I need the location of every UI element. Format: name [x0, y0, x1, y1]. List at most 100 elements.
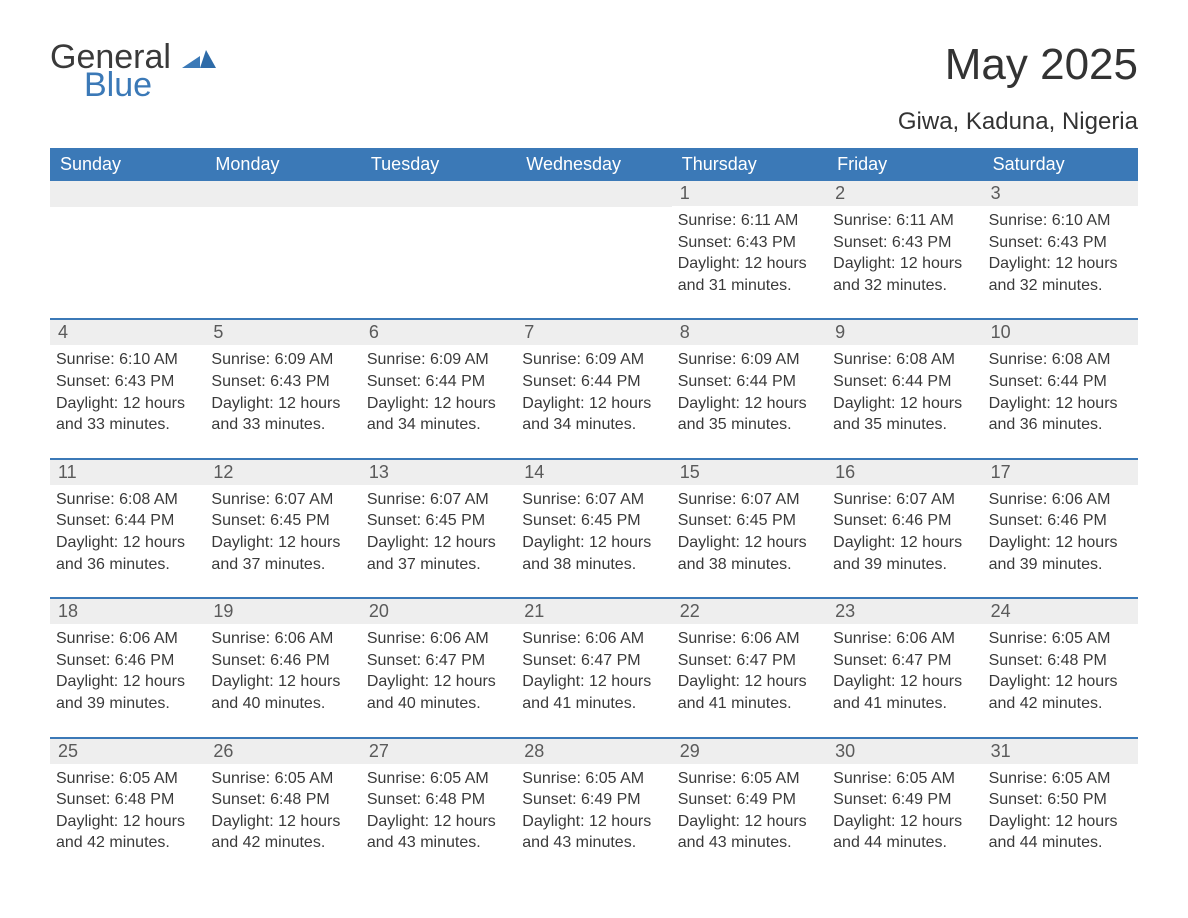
calendar-day-cell: 29Sunrise: 6:05 AMSunset: 6:49 PMDayligh…	[672, 739, 827, 858]
calendar-day-cell: 8Sunrise: 6:09 AMSunset: 6:44 PMDaylight…	[672, 320, 827, 439]
day-number: 7	[516, 320, 671, 345]
daylight-line2: and 38 minutes.	[678, 554, 821, 576]
day-number	[361, 181, 516, 207]
sunrise-line: Sunrise: 6:07 AM	[833, 489, 976, 511]
sunrise-line: Sunrise: 6:08 AM	[989, 349, 1132, 371]
sunrise-line: Sunrise: 6:09 AM	[678, 349, 821, 371]
sunset-line: Sunset: 6:45 PM	[678, 510, 821, 532]
location-subtitle: Giwa, Kaduna, Nigeria	[50, 108, 1138, 136]
daylight-line1: Daylight: 12 hours	[367, 671, 510, 693]
sunset-line: Sunset: 6:45 PM	[522, 510, 665, 532]
weekday-header: Sunday	[50, 148, 205, 181]
day-number: 12	[205, 460, 360, 485]
daylight-line2: and 41 minutes.	[833, 693, 976, 715]
sunset-line: Sunset: 6:47 PM	[833, 650, 976, 672]
day-details: Sunrise: 6:09 AMSunset: 6:44 PMDaylight:…	[361, 345, 516, 439]
daylight-line1: Daylight: 12 hours	[367, 393, 510, 415]
daylight-line2: and 43 minutes.	[678, 832, 821, 854]
daylight-line2: and 35 minutes.	[678, 414, 821, 436]
calendar-day-cell: 25Sunrise: 6:05 AMSunset: 6:48 PMDayligh…	[50, 739, 205, 858]
daylight-line2: and 42 minutes.	[56, 832, 199, 854]
daylight-line2: and 36 minutes.	[56, 554, 199, 576]
day-details: Sunrise: 6:06 AMSunset: 6:47 PMDaylight:…	[516, 624, 671, 718]
daylight-line1: Daylight: 12 hours	[989, 532, 1132, 554]
daylight-line1: Daylight: 12 hours	[56, 393, 199, 415]
weekday-header: Saturday	[983, 148, 1138, 181]
weekday-header: Monday	[205, 148, 360, 181]
day-details: Sunrise: 6:09 AMSunset: 6:44 PMDaylight:…	[672, 345, 827, 439]
calendar-day-cell: 30Sunrise: 6:05 AMSunset: 6:49 PMDayligh…	[827, 739, 982, 858]
sunrise-line: Sunrise: 6:05 AM	[989, 628, 1132, 650]
calendar-day-cell: 17Sunrise: 6:06 AMSunset: 6:46 PMDayligh…	[983, 460, 1138, 579]
day-number: 6	[361, 320, 516, 345]
sunrise-line: Sunrise: 6:05 AM	[989, 768, 1132, 790]
calendar-day-cell: 4Sunrise: 6:10 AMSunset: 6:43 PMDaylight…	[50, 320, 205, 439]
day-details: Sunrise: 6:05 AMSunset: 6:49 PMDaylight:…	[827, 764, 982, 858]
brand-mark-icon	[182, 40, 216, 74]
daylight-line1: Daylight: 12 hours	[56, 671, 199, 693]
day-details: Sunrise: 6:05 AMSunset: 6:48 PMDaylight:…	[983, 624, 1138, 718]
daylight-line2: and 41 minutes.	[678, 693, 821, 715]
daylight-line2: and 44 minutes.	[989, 832, 1132, 854]
day-number: 9	[827, 320, 982, 345]
day-number: 5	[205, 320, 360, 345]
sunset-line: Sunset: 6:44 PM	[833, 371, 976, 393]
daylight-line2: and 34 minutes.	[522, 414, 665, 436]
daylight-line1: Daylight: 12 hours	[833, 393, 976, 415]
sunset-line: Sunset: 6:48 PM	[56, 789, 199, 811]
day-details: Sunrise: 6:06 AMSunset: 6:46 PMDaylight:…	[50, 624, 205, 718]
day-details: Sunrise: 6:05 AMSunset: 6:50 PMDaylight:…	[983, 764, 1138, 858]
day-number	[205, 181, 360, 207]
daylight-line1: Daylight: 12 hours	[833, 532, 976, 554]
daylight-line2: and 32 minutes.	[989, 275, 1132, 297]
daylight-line2: and 37 minutes.	[367, 554, 510, 576]
calendar-day-cell: 18Sunrise: 6:06 AMSunset: 6:46 PMDayligh…	[50, 599, 205, 718]
day-details: Sunrise: 6:05 AMSunset: 6:48 PMDaylight:…	[50, 764, 205, 858]
sunset-line: Sunset: 6:46 PM	[989, 510, 1132, 532]
day-number: 31	[983, 739, 1138, 764]
calendar-week: 11Sunrise: 6:08 AMSunset: 6:44 PMDayligh…	[50, 458, 1138, 579]
page-root: General Blue May 2025 Giwa, Kaduna, Nige…	[0, 0, 1188, 888]
calendar-day-cell: 1Sunrise: 6:11 AMSunset: 6:43 PMDaylight…	[672, 181, 827, 300]
day-number: 21	[516, 599, 671, 624]
sunrise-line: Sunrise: 6:07 AM	[211, 489, 354, 511]
day-number: 27	[361, 739, 516, 764]
day-number: 28	[516, 739, 671, 764]
daylight-line1: Daylight: 12 hours	[678, 671, 821, 693]
day-number: 15	[672, 460, 827, 485]
day-details: Sunrise: 6:06 AMSunset: 6:47 PMDaylight:…	[672, 624, 827, 718]
calendar-day-cell: 6Sunrise: 6:09 AMSunset: 6:44 PMDaylight…	[361, 320, 516, 439]
daylight-line1: Daylight: 12 hours	[989, 253, 1132, 275]
daylight-line2: and 39 minutes.	[833, 554, 976, 576]
calendar-day-cell: 20Sunrise: 6:06 AMSunset: 6:47 PMDayligh…	[361, 599, 516, 718]
weekday-header: Friday	[827, 148, 982, 181]
daylight-line1: Daylight: 12 hours	[56, 532, 199, 554]
sunrise-line: Sunrise: 6:06 AM	[211, 628, 354, 650]
day-details: Sunrise: 6:08 AMSunset: 6:44 PMDaylight:…	[983, 345, 1138, 439]
calendar-day-cell: 28Sunrise: 6:05 AMSunset: 6:49 PMDayligh…	[516, 739, 671, 858]
daylight-line2: and 32 minutes.	[833, 275, 976, 297]
sunrise-line: Sunrise: 6:06 AM	[56, 628, 199, 650]
sunrise-line: Sunrise: 6:07 AM	[678, 489, 821, 511]
day-number: 25	[50, 739, 205, 764]
day-number: 20	[361, 599, 516, 624]
day-number: 3	[983, 181, 1138, 206]
day-details: Sunrise: 6:10 AMSunset: 6:43 PMDaylight:…	[50, 345, 205, 439]
sunrise-line: Sunrise: 6:10 AM	[56, 349, 199, 371]
sunrise-line: Sunrise: 6:08 AM	[56, 489, 199, 511]
day-details: Sunrise: 6:08 AMSunset: 6:44 PMDaylight:…	[50, 485, 205, 579]
daylight-line1: Daylight: 12 hours	[678, 253, 821, 275]
sunrise-line: Sunrise: 6:09 AM	[522, 349, 665, 371]
daylight-line1: Daylight: 12 hours	[211, 393, 354, 415]
daylight-line2: and 42 minutes.	[211, 832, 354, 854]
calendar-day-cell: 26Sunrise: 6:05 AMSunset: 6:48 PMDayligh…	[205, 739, 360, 858]
daylight-line1: Daylight: 12 hours	[367, 532, 510, 554]
sunset-line: Sunset: 6:48 PM	[989, 650, 1132, 672]
day-details: Sunrise: 6:06 AMSunset: 6:47 PMDaylight:…	[827, 624, 982, 718]
calendar-day-cell: 12Sunrise: 6:07 AMSunset: 6:45 PMDayligh…	[205, 460, 360, 579]
daylight-line1: Daylight: 12 hours	[211, 671, 354, 693]
daylight-line2: and 41 minutes.	[522, 693, 665, 715]
day-number: 11	[50, 460, 205, 485]
daylight-line1: Daylight: 12 hours	[522, 671, 665, 693]
sunrise-line: Sunrise: 6:07 AM	[522, 489, 665, 511]
